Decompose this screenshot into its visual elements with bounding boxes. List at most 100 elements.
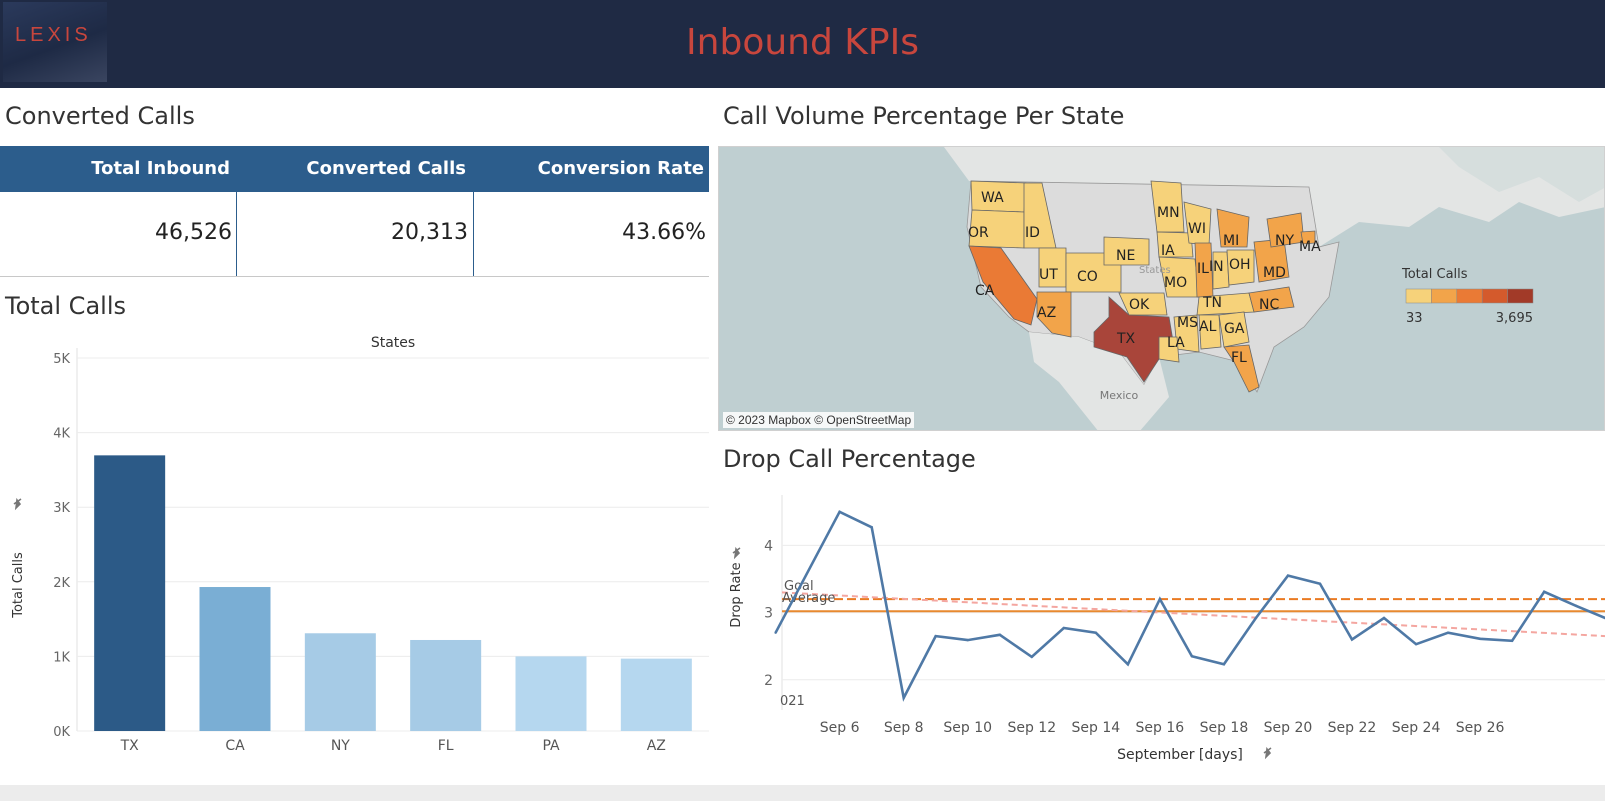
state-ma[interactable]: [1300, 230, 1316, 245]
state-al[interactable]: [1198, 314, 1222, 350]
drop-rate-point[interactable]: [1126, 663, 1130, 666]
bar-pa[interactable]: [515, 656, 587, 731]
state-ok[interactable]: [1118, 292, 1168, 316]
line-chart-x-tick: Sep 8: [884, 720, 924, 736]
state-label-ok: OK: [1129, 297, 1150, 313]
bar-chart-y-axis: 0K 1K 2K 3K 4K 5K: [53, 352, 70, 740]
mexico-land: [1029, 332, 1169, 430]
kpi-value-converted-calls[interactable]: 20,313: [391, 220, 468, 245]
legend-swatch[interactable]: [1507, 288, 1534, 304]
line-chart-x-tick: Sep 16: [1136, 720, 1185, 736]
map-credit[interactable]: © 2023 Mapbox © OpenStreetMap: [723, 412, 915, 428]
state-label-or: OR: [968, 225, 989, 241]
bar-chart-y-tick: 4K: [53, 427, 70, 442]
bar-ny[interactable]: [304, 633, 376, 731]
drop-rate-point[interactable]: [1190, 655, 1194, 658]
state-mi[interactable]: [1216, 208, 1250, 248]
state-ga[interactable]: [1218, 311, 1250, 348]
bar-az[interactable]: [620, 658, 692, 731]
line-chart-y-tick: 4: [764, 538, 773, 554]
bar-fl[interactable]: [410, 639, 482, 731]
trend-line[interactable]: [781, 591, 1605, 638]
legend-swatch[interactable]: [1431, 288, 1458, 304]
line-chart-x-tick: Sep 14: [1072, 720, 1121, 736]
state-oh[interactable]: [1226, 249, 1255, 286]
map-legend-swatches[interactable]: [1405, 288, 1534, 304]
bar-ca[interactable]: [199, 587, 271, 731]
bar-chart-x-tick: CA: [225, 738, 245, 754]
state-az[interactable]: [1036, 291, 1072, 338]
bar-tx[interactable]: [94, 455, 166, 731]
line-chart-x-tick: Sep 6: [820, 720, 860, 736]
state-mn[interactable]: [1150, 180, 1185, 233]
footer-bar: [0, 785, 1605, 801]
legend-swatch[interactable]: [1456, 288, 1483, 304]
drop-rate-point[interactable]: [1446, 631, 1450, 634]
state-tx[interactable]: [1093, 296, 1175, 383]
kpi-header-converted-calls[interactable]: Converted Calls: [306, 158, 466, 179]
bar-chart-ylabel: Total Calls: [11, 552, 26, 619]
drop-rate-point[interactable]: [998, 633, 1001, 636]
drop-rate-point[interactable]: [1350, 638, 1354, 641]
kpi-divider: [236, 192, 237, 276]
map-legend-min: 33: [1406, 311, 1423, 326]
state-label-mi: MI: [1223, 233, 1239, 249]
kpi-header-total-inbound[interactable]: Total Inbound: [91, 158, 230, 179]
bar-chart-y-tick: 2K: [53, 576, 70, 591]
total-calls-title: Total Calls: [5, 292, 126, 320]
kpi-value-conversion-rate[interactable]: 43.66%: [622, 220, 706, 245]
line-chart-xlabel: September [days]: [1117, 747, 1243, 763]
drop-rate-series-line[interactable]: [774, 510, 1605, 702]
pin-icon[interactable]: [13, 497, 22, 511]
drop-rate-point[interactable]: [966, 638, 969, 642]
line-chart-x-tick: Sep 26: [1456, 720, 1505, 736]
drop-rate-point[interactable]: [1094, 631, 1098, 634]
kpi-header-conversion-rate[interactable]: Conversion Rate: [537, 158, 704, 179]
arctic-land: [1439, 147, 1604, 202]
drop-rate-point[interactable]: [1574, 604, 1578, 608]
line-chart-x-tick: Sep 20: [1264, 720, 1313, 736]
legend-swatch[interactable]: [1481, 288, 1508, 304]
bar-chart-y-tick: 3K: [53, 501, 70, 516]
drop-rate-point[interactable]: [1382, 616, 1386, 620]
drop-rate-point[interactable]: [1158, 597, 1162, 601]
bar-chart-gridlines: [76, 348, 709, 732]
state-in[interactable]: [1212, 251, 1230, 290]
bar-chart-x-tick: TX: [120, 738, 140, 754]
drop-rate-point[interactable]: [1254, 616, 1258, 620]
drop-rate-point[interactable]: [1222, 663, 1226, 666]
drop-rate-point[interactable]: [1030, 655, 1033, 659]
bar-chart-y-tick: 1K: [53, 650, 70, 665]
drop-rate-point[interactable]: [934, 634, 937, 638]
states-faint-label: States: [1139, 265, 1171, 276]
state-ca[interactable]: [968, 245, 1038, 326]
pin-icon[interactable]: [732, 546, 741, 560]
state-nc[interactable]: [1248, 286, 1295, 313]
state-la[interactable]: [1158, 336, 1180, 363]
drop-rate-point[interactable]: [774, 631, 777, 634]
drop-rate-point[interactable]: [1510, 639, 1514, 642]
drop-rate-point[interactable]: [1414, 642, 1418, 646]
state-map-canvas: Mexico: [719, 147, 1604, 430]
drop-rate-point[interactable]: [870, 526, 873, 529]
state-fl[interactable]: [1223, 344, 1260, 393]
drop-rate-point[interactable]: [1318, 582, 1322, 585]
map-legend-max: 3,695: [1496, 311, 1533, 326]
drop-rate-point[interactable]: [1542, 590, 1546, 593]
kpi-divider: [473, 192, 474, 276]
legend-swatch[interactable]: [1405, 288, 1432, 304]
drop-rate-point[interactable]: [1478, 637, 1482, 640]
bar-chart-x-tick: PA: [542, 738, 560, 754]
state-ia[interactable]: [1156, 231, 1194, 258]
bar-chart-x-tick: NY: [331, 738, 350, 754]
drop-rate-point[interactable]: [1062, 626, 1066, 630]
state-map[interactable]: Mexico: [718, 146, 1605, 431]
pin-icon[interactable]: [1263, 746, 1272, 760]
kpi-value-total-inbound[interactable]: 46,526: [155, 220, 232, 245]
state-label-tx: TX: [1116, 331, 1136, 347]
drop-rate-point[interactable]: [902, 696, 905, 700]
drop-rate-point[interactable]: [838, 510, 841, 513]
state-label-ga: GA: [1224, 321, 1245, 337]
drop-rate-point[interactable]: [1286, 574, 1290, 577]
state-ne[interactable]: [1103, 236, 1150, 266]
